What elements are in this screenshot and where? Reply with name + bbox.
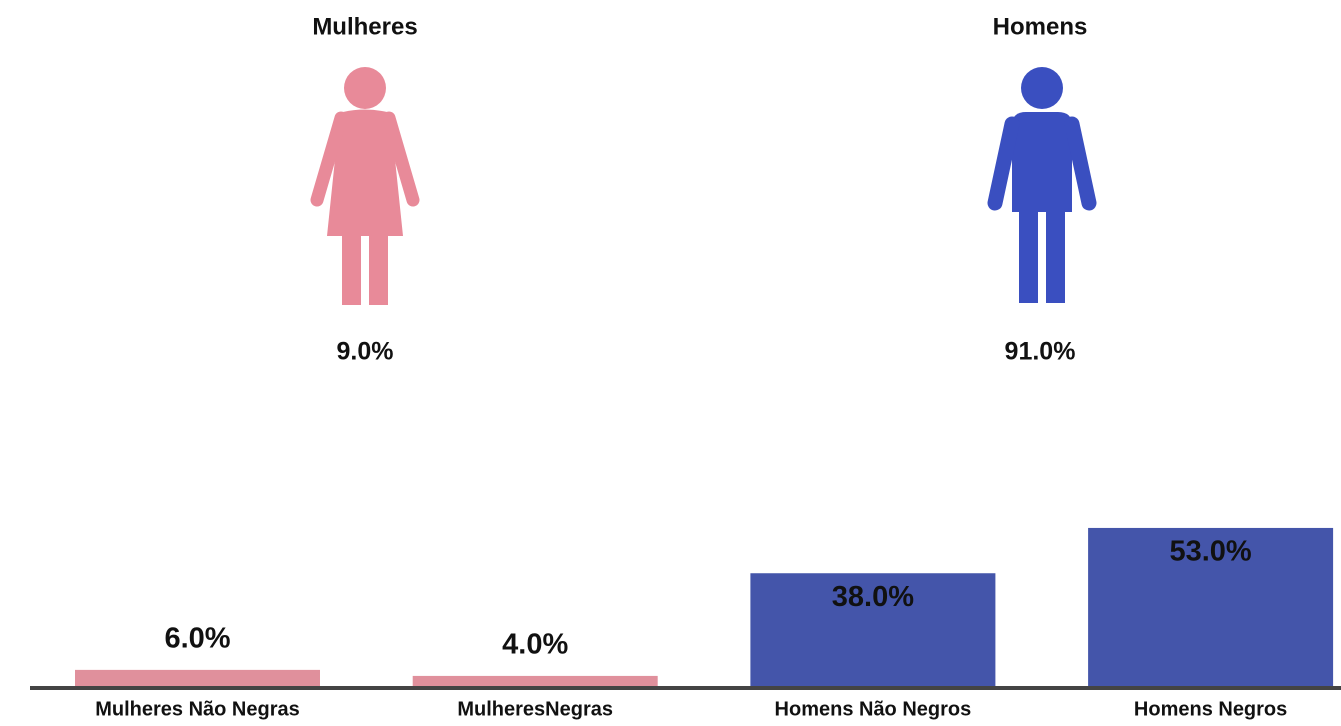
x-category-label: Homens Não Negros <box>775 698 972 720</box>
x-category-label: Mulheres Não Negras <box>95 698 300 720</box>
bar <box>1088 527 1334 688</box>
bar <box>750 573 996 688</box>
x-category-label: MulheresNegras <box>457 698 613 720</box>
bar-value-label: 38.0% <box>832 581 914 613</box>
bar <box>75 669 320 688</box>
bar-value-label: 4.0% <box>502 629 568 661</box>
bar <box>412 675 658 688</box>
group-value: 91.0% <box>1005 338 1076 366</box>
bar-value-label: 6.0% <box>164 623 230 655</box>
group-title: Homens <box>993 13 1088 40</box>
bar-value-label: 53.0% <box>1169 536 1251 568</box>
woman-icon <box>310 67 420 305</box>
group-value: 9.0% <box>337 338 394 366</box>
man-icon <box>987 67 1097 303</box>
x-category-label: Homens Negros <box>1134 698 1287 720</box>
group-title: Mulheres <box>312 13 417 40</box>
